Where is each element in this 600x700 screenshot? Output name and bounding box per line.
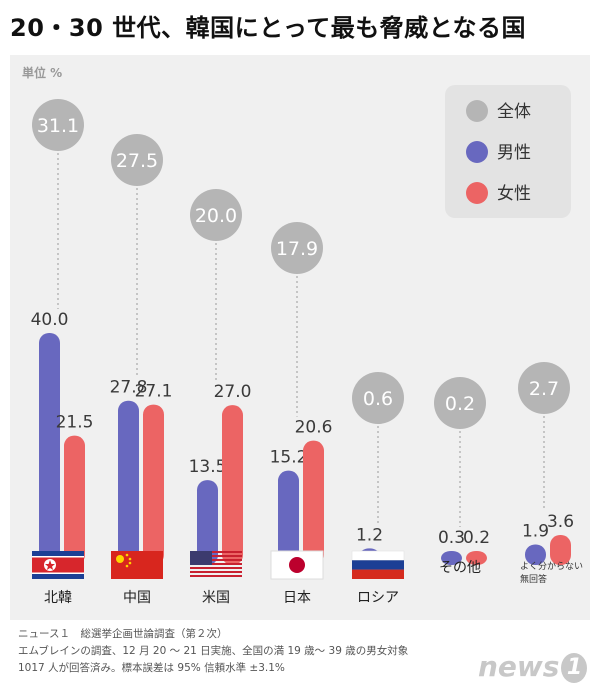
- value-female-5: 0.2: [463, 528, 490, 548]
- overall-value-0: 31.1: [37, 115, 79, 137]
- footer-line-3: 1017 人が回答済み。標本誤差は 95% 信頼水準 ±3.1%: [18, 662, 285, 674]
- bar-male-0: [39, 333, 60, 565]
- category-label-6-0: よく分からない: [520, 561, 583, 572]
- value-male-5: 0.3: [438, 528, 465, 548]
- overall-value-2: 20.0: [195, 205, 237, 227]
- bar-male-2: [197, 480, 218, 565]
- value-male-4: 1.2: [356, 525, 383, 545]
- legend-marker-1: [466, 141, 488, 163]
- category-label-5: その他: [439, 560, 481, 576]
- flag-jp-disc: [289, 557, 305, 573]
- bar-female-0: [64, 435, 85, 565]
- bar-male-1: [118, 400, 139, 565]
- category-label-0: 北韓: [44, 590, 72, 606]
- flag-north-korea: [32, 551, 84, 579]
- flag-us-stripe-4: [190, 567, 242, 569]
- overall-bubble-2: [190, 189, 242, 241]
- value-male-2: 13.5: [189, 457, 227, 477]
- legend-label-2: 女性: [497, 184, 531, 204]
- flag-ru-red: [352, 569, 404, 579]
- flag-cn-small-star-2: [128, 561, 132, 565]
- value-female-1: 27.1: [135, 382, 173, 402]
- category-label-4: ロシア: [357, 590, 399, 606]
- value-female-0: 21.5: [56, 413, 94, 433]
- category-label-3: 日本: [283, 590, 311, 606]
- bar-female-5: [466, 551, 487, 565]
- logo-number: 1: [561, 653, 588, 683]
- bar-male-5: [441, 551, 462, 565]
- overall-bubble-3: [271, 222, 323, 274]
- footer-line-1: ニュース１ 総選挙企画世論調査（第２次）: [18, 628, 228, 640]
- category-label-6-1: 無回答: [520, 573, 547, 585]
- value-female-2: 27.0: [214, 382, 252, 402]
- overall-bubble-6: [518, 362, 570, 414]
- unit-label: 単位 %: [22, 65, 62, 80]
- overall-value-5: 0.2: [445, 393, 475, 415]
- flag-us-canton: [190, 551, 212, 565]
- bar-female-6: [550, 535, 571, 565]
- flag-cn-small-star-1: [128, 557, 132, 561]
- value-male-1: 27.8: [110, 378, 148, 398]
- flag-china: [111, 551, 163, 579]
- bar-female-1: [143, 404, 164, 565]
- overall-value-1: 27.5: [116, 150, 158, 172]
- value-male-3: 15.2: [270, 448, 308, 468]
- legend-label-1: 男性: [497, 143, 531, 163]
- overall-bubble-1: [111, 134, 163, 186]
- bar-male-3: [278, 470, 299, 565]
- value-female-6: 3.6: [547, 512, 574, 532]
- flag-cn-small-star-3: [125, 564, 129, 568]
- legend-label-0: 全体: [497, 102, 531, 122]
- flag-ru-blue: [352, 560, 404, 570]
- category-label-1: 中国: [123, 590, 151, 606]
- footer-line-2: エムブレインの調査、12 月 20 ～ 21 日実施、全国の満 19 歳～ 39…: [18, 645, 409, 657]
- flag-us-stripe-1: [190, 555, 242, 557]
- news1-logo: news 1: [478, 650, 598, 690]
- legend-marker-0: [466, 100, 488, 122]
- flag-us-stripe-3: [190, 563, 242, 565]
- value-female-3: 20.6: [295, 418, 333, 438]
- flag-us-stripe-2: [190, 559, 242, 561]
- flag-nk-red: [32, 557, 84, 573]
- bar-male-6: [525, 544, 546, 565]
- flag-nk-star: [45, 560, 55, 570]
- category-label-2: 米国: [202, 590, 230, 606]
- flag-japan: [270, 550, 324, 580]
- overall-value-4: 0.6: [363, 388, 393, 410]
- chart-panel: 単位 % 全体男性女性 31.1 40.0 21.5 北韓 27.5 27.8 27.1 中国 20…: [10, 55, 590, 620]
- overall-bubble-4: [352, 372, 404, 424]
- logo-text: news: [478, 650, 560, 683]
- flag-russia: [351, 550, 405, 579]
- bar-female-3: [303, 440, 324, 565]
- overall-bubble-5: [434, 377, 486, 429]
- flag-cn-small-star-0: [125, 553, 129, 557]
- bar-female-2: [222, 405, 243, 565]
- chart-title: 20・30 世代、韓国にとって最も脅威となる国: [10, 14, 527, 42]
- legend-marker-2: [466, 182, 488, 204]
- flag-us-stripe-6: [190, 575, 242, 577]
- flag-usa: [190, 551, 242, 577]
- value-male-0: 40.0: [31, 310, 69, 330]
- flag-us-stripe-0: [190, 551, 242, 553]
- overall-bubble-0: [32, 99, 84, 151]
- flag-cn-big-star: [116, 555, 124, 563]
- footer-notes: ニュース１ 総選挙企画世論調査（第２次） エムブレインの調査、12 月 20 ～…: [18, 626, 468, 677]
- overall-value-3: 17.9: [276, 238, 318, 260]
- overall-value-6: 2.7: [529, 378, 559, 400]
- flag-us-stripe-5: [190, 571, 242, 573]
- value-male-6: 1.9: [522, 521, 549, 541]
- flag-ru-white: [351, 550, 405, 561]
